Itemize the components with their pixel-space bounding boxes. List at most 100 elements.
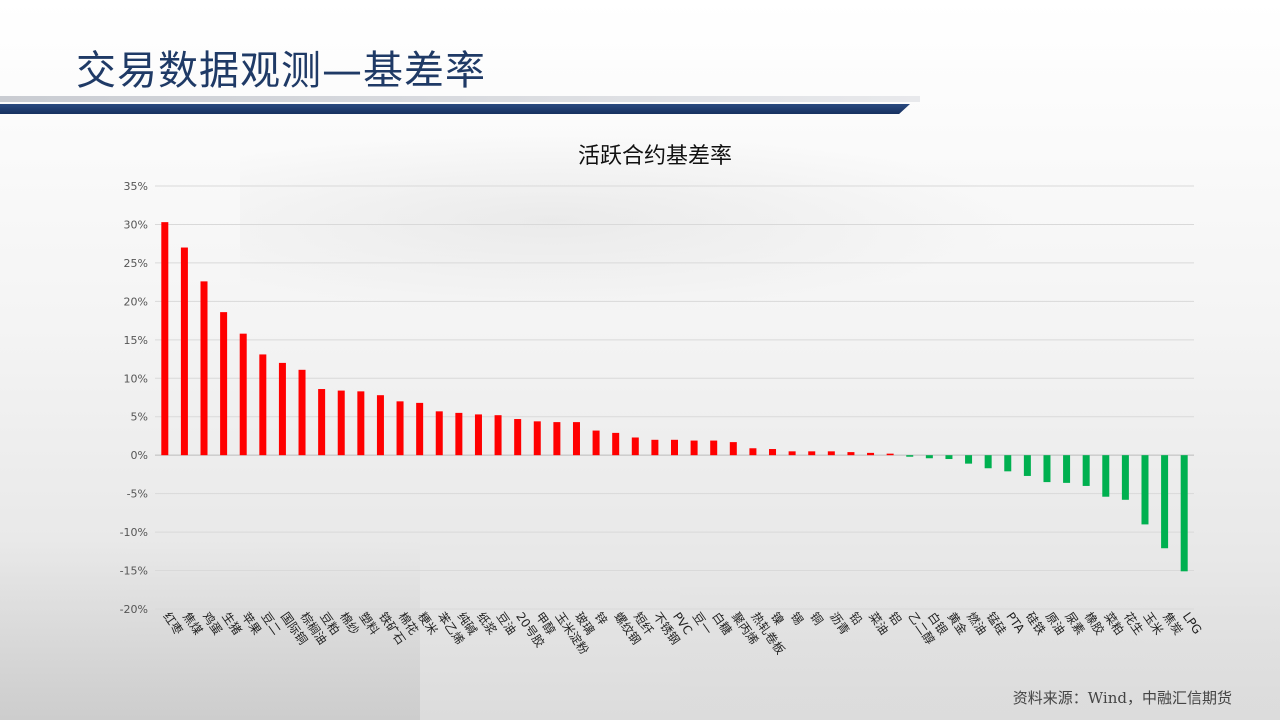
bar	[220, 312, 228, 456]
bar	[553, 422, 561, 456]
bar	[318, 389, 326, 456]
bar	[239, 333, 247, 456]
bar	[1180, 455, 1188, 572]
bar	[435, 411, 443, 456]
bar	[494, 415, 502, 456]
bar	[474, 414, 482, 456]
x-tick-label: 原油	[1043, 610, 1068, 638]
page-title: 交易数据观测—基差率	[76, 48, 486, 94]
y-tick-label: 30%	[124, 218, 148, 231]
bar	[455, 412, 463, 456]
city-skyline-background	[0, 540, 420, 720]
x-tick-label: 锰硅	[984, 609, 1010, 637]
bar	[1043, 455, 1051, 483]
x-tick-label: 沥青	[827, 610, 852, 638]
x-tick-label: 纸浆	[474, 609, 500, 637]
bar	[572, 422, 580, 456]
bar	[1121, 455, 1129, 500]
x-tick-label: 豆油	[494, 610, 519, 638]
x-tick-label: 菜粕	[1101, 609, 1127, 637]
bar	[690, 440, 698, 456]
x-tick-label: 白糖	[709, 609, 735, 637]
bar	[278, 362, 286, 456]
x-tick-label: 棉纱	[337, 610, 362, 638]
y-tick-label: -15%	[120, 565, 148, 578]
bar	[886, 453, 894, 456]
bar	[612, 432, 620, 456]
chart-title: 活跃合约基差率	[577, 144, 732, 169]
bar	[945, 455, 953, 460]
y-tick-label: 5%	[131, 411, 148, 424]
bar	[376, 395, 384, 456]
x-tick-label: 燃油	[964, 609, 990, 637]
bar	[847, 452, 855, 456]
bar	[788, 451, 796, 456]
bar	[867, 452, 875, 456]
x-tick-label: 豆二	[258, 610, 283, 638]
y-tick-label: -20%	[120, 603, 148, 616]
bar	[1004, 455, 1012, 472]
bar	[1141, 455, 1149, 525]
bar	[396, 401, 404, 456]
x-tick-label: 黄金	[944, 609, 970, 637]
bar	[769, 449, 777, 456]
bar	[1063, 455, 1071, 483]
y-tick-label: 20%	[124, 295, 148, 308]
x-tick-label: 花生	[1121, 609, 1147, 637]
bar	[729, 442, 737, 456]
source-note: 资料来源：Wind，中融汇信期货	[1012, 689, 1232, 707]
dot-pattern-background	[680, 580, 1280, 720]
x-tick-label: 生猪	[219, 610, 244, 638]
bar	[514, 419, 522, 456]
bar	[416, 402, 424, 456]
x-tick-label: 菜油	[866, 610, 891, 638]
header-rule	[0, 104, 910, 114]
bar	[925, 455, 933, 459]
x-tick-label: 硅铁	[1023, 610, 1048, 638]
y-tick-label: 15%	[124, 334, 148, 347]
bar	[533, 421, 541, 456]
bar	[1023, 455, 1031, 476]
x-tick-label: 焦煤	[180, 610, 205, 638]
bar	[592, 430, 600, 456]
x-tick-label: PTA	[1003, 610, 1027, 637]
x-tick-label: 玉米	[1141, 610, 1166, 638]
bar	[298, 369, 306, 456]
header-rule-shadow	[0, 96, 920, 102]
x-tick-label: 粳米	[415, 610, 440, 638]
y-tick-label: 0%	[131, 449, 148, 462]
y-tick-label: 10%	[124, 372, 148, 385]
x-tick-label: 尿素	[1062, 610, 1087, 638]
bar	[1161, 455, 1169, 549]
bar	[180, 247, 188, 456]
bar	[357, 391, 365, 456]
bar	[749, 448, 757, 456]
y-tick-label: -5%	[127, 488, 148, 501]
x-tick-label: 苹果	[239, 610, 264, 638]
x-tick-label: 红枣	[160, 609, 186, 637]
x-tick-label: 橡胶	[1082, 609, 1108, 637]
bar	[984, 455, 992, 469]
x-tick-label: 塑料	[356, 609, 382, 637]
bar	[1082, 455, 1090, 486]
x-tick-label: 锡	[788, 609, 807, 627]
bar	[965, 455, 973, 464]
x-tick-label: LPG	[1180, 610, 1205, 637]
y-tick-label: 35%	[124, 180, 148, 193]
x-tick-label: 焦炭	[1160, 610, 1185, 638]
bar	[651, 439, 659, 456]
y-tick-label: -10%	[120, 526, 148, 539]
bar	[337, 390, 345, 456]
bar	[710, 440, 718, 456]
bar	[200, 281, 208, 456]
bar	[827, 451, 835, 456]
bar	[631, 437, 639, 456]
x-tick-label: 铜	[807, 609, 826, 627]
bar	[906, 455, 914, 457]
bar	[259, 354, 267, 456]
bar	[808, 451, 816, 456]
world-map-background	[240, 130, 1020, 310]
x-tick-label: 豆一	[690, 610, 715, 638]
bar	[161, 222, 169, 456]
